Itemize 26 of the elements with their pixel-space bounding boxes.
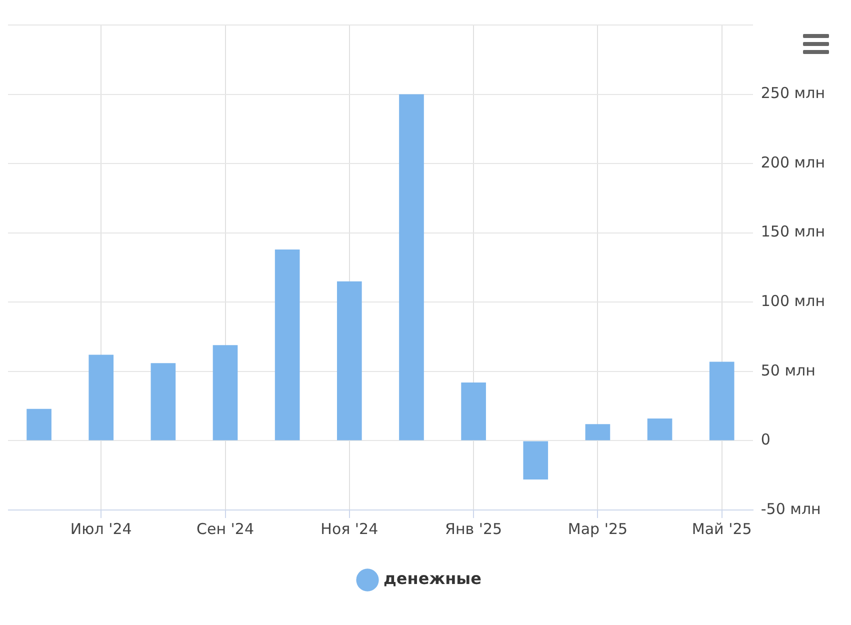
bar bbox=[585, 424, 610, 440]
bar bbox=[647, 418, 672, 440]
bar bbox=[150, 363, 176, 440]
bar bbox=[274, 249, 300, 440]
bar bbox=[399, 94, 424, 440]
x-tick-label: Июл '24 bbox=[70, 520, 132, 538]
y-tick-label: 100 млн bbox=[760, 292, 825, 310]
bar bbox=[709, 362, 734, 440]
y-tick-label: 250 млн bbox=[760, 84, 825, 102]
x-tick-label: Янв '25 bbox=[445, 520, 502, 538]
bar bbox=[336, 281, 362, 440]
bar bbox=[26, 408, 52, 440]
y-tick-label: 50 млн bbox=[760, 361, 816, 380]
x-tick-label: Сен '24 bbox=[196, 520, 254, 538]
y-tick-label: 0 bbox=[760, 430, 770, 449]
bar bbox=[212, 345, 238, 440]
y-tick-label: 200 млн bbox=[760, 153, 825, 172]
x-tick-label: Мар '25 bbox=[568, 520, 628, 538]
bar bbox=[523, 441, 548, 480]
bar bbox=[461, 382, 486, 440]
y-tick-label: 150 млн bbox=[760, 222, 825, 241]
bar bbox=[88, 354, 114, 440]
legend-label: денежные bbox=[384, 569, 482, 588]
y-tick-label: -50 млн bbox=[760, 500, 821, 518]
x-tick-label: Май '25 bbox=[692, 520, 752, 538]
x-tick-label: Ноя '24 bbox=[320, 520, 378, 538]
